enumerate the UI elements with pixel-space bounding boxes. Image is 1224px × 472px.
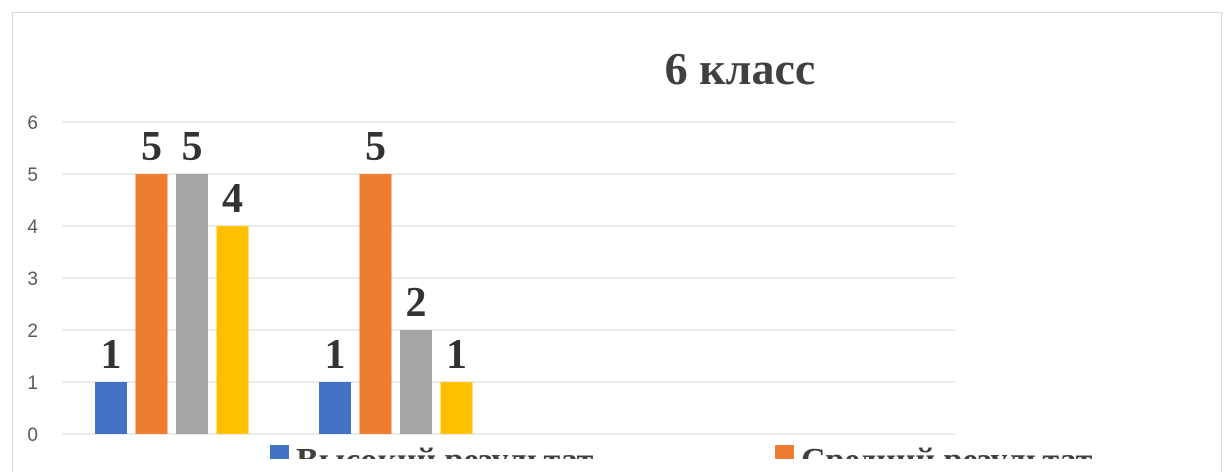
data-label: 5 [141,124,162,170]
data-label: 1 [101,332,122,378]
y-tick-label: 2 [27,321,38,342]
legend-label: Средний результат [801,442,1093,459]
bar [95,382,127,434]
y-tick-label: 3 [27,269,38,290]
bar [400,330,432,434]
data-label: 5 [365,124,386,170]
bar [135,174,168,434]
data-label: 2 [406,280,427,326]
bar [176,174,208,434]
bar [319,382,351,434]
legend-swatch [775,445,794,459]
bar-chart: 012345611555241Высокий результатСредний … [27,113,1093,459]
data-label: 5 [182,124,203,170]
data-label: 1 [325,332,346,378]
legend-label: Высокий результат [296,442,594,459]
y-tick-label: 6 [27,113,38,134]
legend-swatch [270,445,289,459]
bar [359,174,392,434]
bar [216,226,249,434]
bar [440,382,473,434]
data-label: 1 [446,332,467,378]
chart-area [12,12,1222,472]
y-tick-label: 4 [27,217,38,238]
y-tick-label: 1 [27,373,38,394]
data-label: 4 [222,176,243,222]
y-tick-label: 5 [27,165,38,186]
y-tick-label: 0 [27,425,38,446]
